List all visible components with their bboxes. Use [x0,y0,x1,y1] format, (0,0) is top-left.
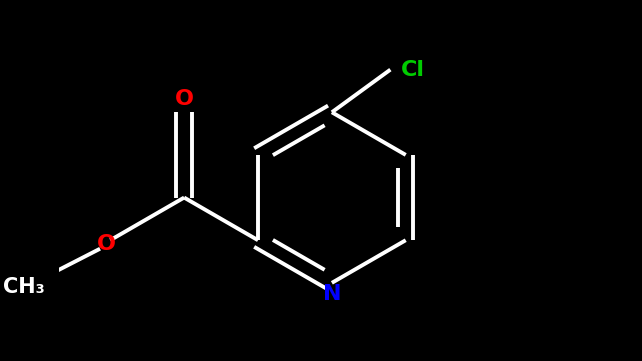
Text: CH₃: CH₃ [3,277,44,297]
Text: O: O [175,90,194,109]
Text: N: N [323,284,341,304]
Text: Cl: Cl [401,60,424,80]
Text: O: O [96,234,116,255]
